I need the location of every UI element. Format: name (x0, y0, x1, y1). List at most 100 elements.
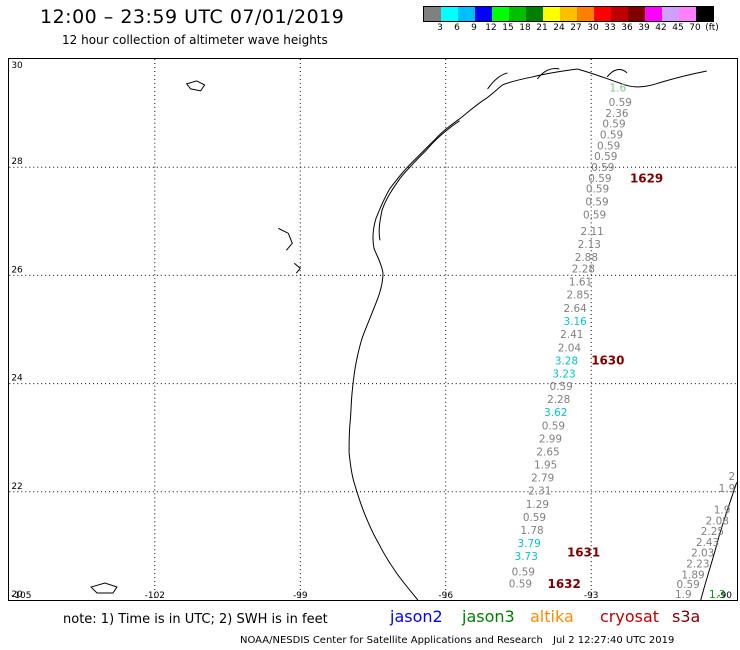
legend-swatch (509, 7, 526, 21)
island-1 (185, 80, 206, 92)
lake-shore (487, 67, 628, 90)
wave-height-label: 1.89 (681, 569, 704, 581)
legend-swatch (645, 7, 662, 21)
track-time-label: 1630 (591, 354, 624, 368)
satellite-name: cryosat (600, 607, 660, 626)
legend-swatch (560, 7, 577, 21)
wave-height-label: 2.08 (706, 515, 729, 527)
color-legend: 3 6 9 12 15 18 21 24 27 30 33 36 39 42 45 70 (ft) (423, 6, 719, 34)
legend-tick-label: 39 (638, 23, 650, 33)
wave-height-label: 0.59 (523, 512, 546, 524)
longitude-label: -96 (438, 591, 453, 601)
wave-height-label: 0.59 (542, 421, 565, 433)
longitude-label: -93 (584, 591, 599, 601)
wave-height-label: 2.79 (531, 473, 554, 485)
track-time-label: 1631 (567, 546, 600, 560)
axis-labels: 30 28 26 24 22 20-105 -102 -99 -96 -93 -90 (11, 61, 732, 601)
legend-swatch (526, 7, 543, 21)
legend-swatch (594, 7, 611, 21)
legend-swatch (424, 7, 441, 21)
legend-tick-label: 15 (502, 23, 514, 33)
wave-height-label: 2.41 (560, 329, 583, 341)
latitude-label: 28 (11, 157, 23, 167)
longitude-label: -99 (293, 591, 308, 601)
wave-height-label: 1.9 (675, 589, 692, 601)
wave-height-label: 3.28 (555, 356, 578, 368)
legend-tick-label: 21 (536, 23, 548, 33)
wave-height-label: 1.95 (534, 460, 557, 472)
island-2 (90, 582, 118, 594)
wave-height-label: 0.59 (591, 162, 614, 174)
wave-height-label: 2.04 (558, 343, 582, 355)
legend-tick-label: 30 (587, 23, 599, 33)
wave-height-label: 3.79 (517, 538, 540, 550)
map-title: 12:00 – 23:59 UTC 07/01/2019 (40, 6, 345, 28)
lake-detail (278, 227, 301, 274)
coastline (90, 67, 737, 600)
wave-height-label: 2.99 (539, 434, 562, 446)
legend-tick-label: 36 (621, 23, 633, 33)
legend-swatch (577, 7, 594, 21)
wave-height-label: 0.59 (677, 579, 700, 591)
legend-tick-label: 3 (437, 23, 443, 33)
wave-height-label: 2.88 (575, 252, 598, 264)
wave-height-label: 0.59 (588, 173, 611, 185)
wave-height-label: 3.23 (552, 369, 575, 381)
legend-tick-label: 70 (689, 23, 701, 33)
wave-height-label: 2.28 (572, 264, 595, 276)
wave-height-label: 0.59 (549, 381, 572, 393)
wave-height-label: 0.59 (609, 97, 632, 109)
legend-tick-label: 33 (604, 23, 616, 33)
map-subtitle: 12 hour collection of altimeter wave hei… (62, 33, 328, 47)
wave-height-label: 0.59 (585, 197, 608, 209)
track-time-label: 1629 (630, 171, 663, 185)
legend-tick-label: 12 (485, 23, 497, 33)
legend-swatch (628, 7, 645, 21)
wave-height-labels: 0.592.360.590.590.590.590.590.590.590.59… (509, 82, 736, 600)
wave-height-label: 2.11 (581, 226, 604, 238)
legend-tick-label: 45 (672, 23, 684, 33)
legend-tick-label: 18 (519, 23, 531, 33)
latitude-label: 22 (11, 482, 22, 492)
longitude-label: -102 (145, 591, 165, 601)
legend-swatch (662, 7, 679, 21)
legend-swatches (423, 6, 714, 22)
legend-swatch (458, 7, 475, 21)
generated-timestamp: Jul 2 12:27:40 UTC 2019 (553, 635, 675, 646)
wave-height-label: 2.03 (691, 548, 714, 560)
wave-height-label: 0.59 (583, 210, 606, 222)
legend-tick-label: 9 (471, 23, 477, 33)
legend-ticks: 3 6 9 12 15 18 21 24 27 30 33 36 39 42 45 70 (ft) (423, 22, 719, 34)
map-grid (9, 59, 737, 600)
wave-height-label: 1.29 (526, 499, 549, 511)
wave-height-label: 0.59 (597, 140, 620, 152)
wave-height-label: 1.9 (719, 483, 736, 495)
wave-height-label: 1.6 (610, 82, 627, 94)
wave-height-label: 3.73 (515, 551, 538, 563)
wave-height-label: 0.59 (600, 130, 623, 142)
wave-height-label: 0.59 (602, 119, 625, 131)
wave-height-label: 0.59 (509, 579, 532, 591)
wave-height-label: 2.65 (536, 447, 559, 459)
gulf-coastline (348, 68, 578, 600)
latitude-label: 20 (11, 590, 23, 600)
legend-tick-label: 24 (553, 23, 565, 33)
longitude-label: -90 (717, 591, 732, 601)
wave-height-label: 2.43 (696, 537, 719, 549)
inner-coast (378, 120, 460, 241)
wave-height-label: 2.25 (701, 526, 724, 538)
legend-tick-label: 27 (570, 23, 582, 33)
legend-swatch (475, 7, 492, 21)
legend-tick-label: 6 (454, 23, 460, 33)
track-time-labels: 1629 1630 1631 1632 (548, 171, 664, 591)
footer-note: note: 1) Time is in UTC; 2) SWH is in fe… (63, 612, 328, 627)
legend-swatch (696, 7, 713, 21)
wave-height-label: 2 (728, 471, 735, 483)
wave-height-label: 1.61 (569, 277, 592, 289)
legend-tick-label: (ft) (705, 23, 719, 33)
satellite-name: altika (530, 607, 574, 626)
wave-height-label: 2.64 (564, 303, 588, 315)
wave-height-label: 3.16 (564, 316, 587, 328)
wave-height-label: 2.31 (528, 486, 551, 498)
yucatan-coast (700, 482, 737, 600)
